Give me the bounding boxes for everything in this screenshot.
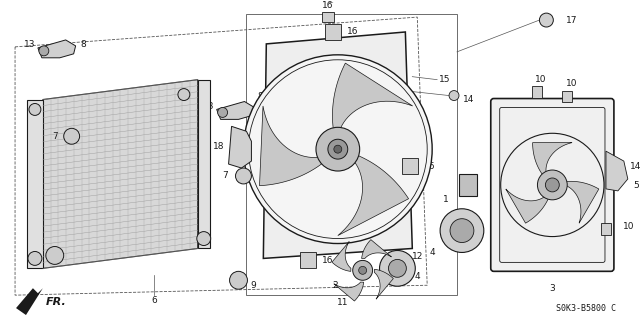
Bar bbox=[601, 223, 611, 234]
Circle shape bbox=[218, 108, 228, 117]
Circle shape bbox=[358, 266, 367, 274]
Circle shape bbox=[353, 260, 372, 280]
Bar bbox=[403, 158, 419, 174]
Text: 12: 12 bbox=[412, 252, 423, 261]
Polygon shape bbox=[606, 151, 628, 191]
Text: 16: 16 bbox=[424, 161, 436, 171]
Text: 4: 4 bbox=[429, 248, 435, 257]
Circle shape bbox=[440, 209, 484, 252]
Polygon shape bbox=[27, 100, 43, 268]
Circle shape bbox=[540, 13, 554, 27]
Bar bbox=[563, 91, 572, 102]
Circle shape bbox=[236, 168, 252, 184]
Polygon shape bbox=[332, 241, 351, 271]
Text: 16: 16 bbox=[322, 1, 333, 10]
Circle shape bbox=[29, 103, 41, 115]
Circle shape bbox=[230, 271, 248, 289]
Polygon shape bbox=[564, 181, 599, 223]
Circle shape bbox=[388, 259, 406, 277]
Polygon shape bbox=[362, 240, 392, 259]
Text: 13: 13 bbox=[203, 102, 214, 111]
Text: 4: 4 bbox=[415, 272, 420, 281]
Polygon shape bbox=[43, 80, 198, 268]
Text: 8: 8 bbox=[257, 92, 263, 101]
Circle shape bbox=[545, 178, 559, 192]
Polygon shape bbox=[16, 288, 43, 315]
Text: 3: 3 bbox=[550, 284, 556, 293]
Text: 8: 8 bbox=[81, 41, 86, 49]
Polygon shape bbox=[38, 40, 76, 58]
Circle shape bbox=[64, 128, 79, 144]
Text: 11: 11 bbox=[337, 298, 349, 307]
Text: 14: 14 bbox=[463, 95, 475, 104]
FancyBboxPatch shape bbox=[491, 99, 614, 271]
Text: 15: 15 bbox=[439, 75, 451, 84]
Circle shape bbox=[538, 170, 567, 200]
Text: 14: 14 bbox=[630, 161, 640, 171]
Text: 17: 17 bbox=[566, 16, 577, 25]
Polygon shape bbox=[259, 106, 330, 186]
Text: 16: 16 bbox=[347, 27, 358, 36]
Text: 7: 7 bbox=[52, 132, 58, 141]
Text: 6: 6 bbox=[151, 296, 157, 305]
Circle shape bbox=[328, 139, 348, 159]
Polygon shape bbox=[338, 152, 408, 235]
Polygon shape bbox=[334, 282, 364, 301]
Text: 10: 10 bbox=[623, 222, 634, 231]
Text: 7: 7 bbox=[221, 172, 227, 181]
Text: 13: 13 bbox=[24, 41, 36, 49]
Polygon shape bbox=[374, 269, 394, 299]
Circle shape bbox=[325, 0, 337, 2]
Circle shape bbox=[449, 91, 459, 100]
Circle shape bbox=[28, 251, 42, 265]
Text: 2: 2 bbox=[332, 281, 338, 290]
Text: 18: 18 bbox=[213, 142, 225, 151]
Bar bbox=[325, 24, 340, 40]
Text: FR.: FR. bbox=[46, 297, 67, 307]
Text: 10: 10 bbox=[566, 79, 578, 88]
Polygon shape bbox=[506, 189, 549, 223]
Circle shape bbox=[178, 89, 190, 100]
Polygon shape bbox=[228, 126, 252, 168]
Circle shape bbox=[450, 219, 474, 242]
Circle shape bbox=[500, 133, 604, 237]
Polygon shape bbox=[263, 32, 412, 258]
Circle shape bbox=[46, 247, 64, 264]
Text: 1: 1 bbox=[443, 195, 449, 204]
Polygon shape bbox=[217, 101, 254, 119]
Bar bbox=[300, 252, 316, 268]
Circle shape bbox=[243, 55, 432, 243]
Text: S0K3-B5800 C: S0K3-B5800 C bbox=[556, 304, 616, 313]
Text: 16: 16 bbox=[322, 256, 333, 265]
Circle shape bbox=[39, 46, 49, 56]
Text: 9: 9 bbox=[250, 281, 256, 290]
Polygon shape bbox=[532, 143, 572, 176]
Circle shape bbox=[196, 232, 211, 246]
Text: 10: 10 bbox=[534, 75, 546, 84]
Polygon shape bbox=[332, 63, 413, 138]
Bar bbox=[459, 174, 477, 196]
Bar bbox=[322, 12, 334, 22]
Text: 9: 9 bbox=[34, 251, 40, 260]
Circle shape bbox=[316, 127, 360, 171]
Circle shape bbox=[380, 250, 415, 286]
Bar bbox=[532, 85, 543, 98]
Polygon shape bbox=[198, 80, 210, 249]
Text: 5: 5 bbox=[633, 182, 639, 190]
Circle shape bbox=[334, 145, 342, 153]
